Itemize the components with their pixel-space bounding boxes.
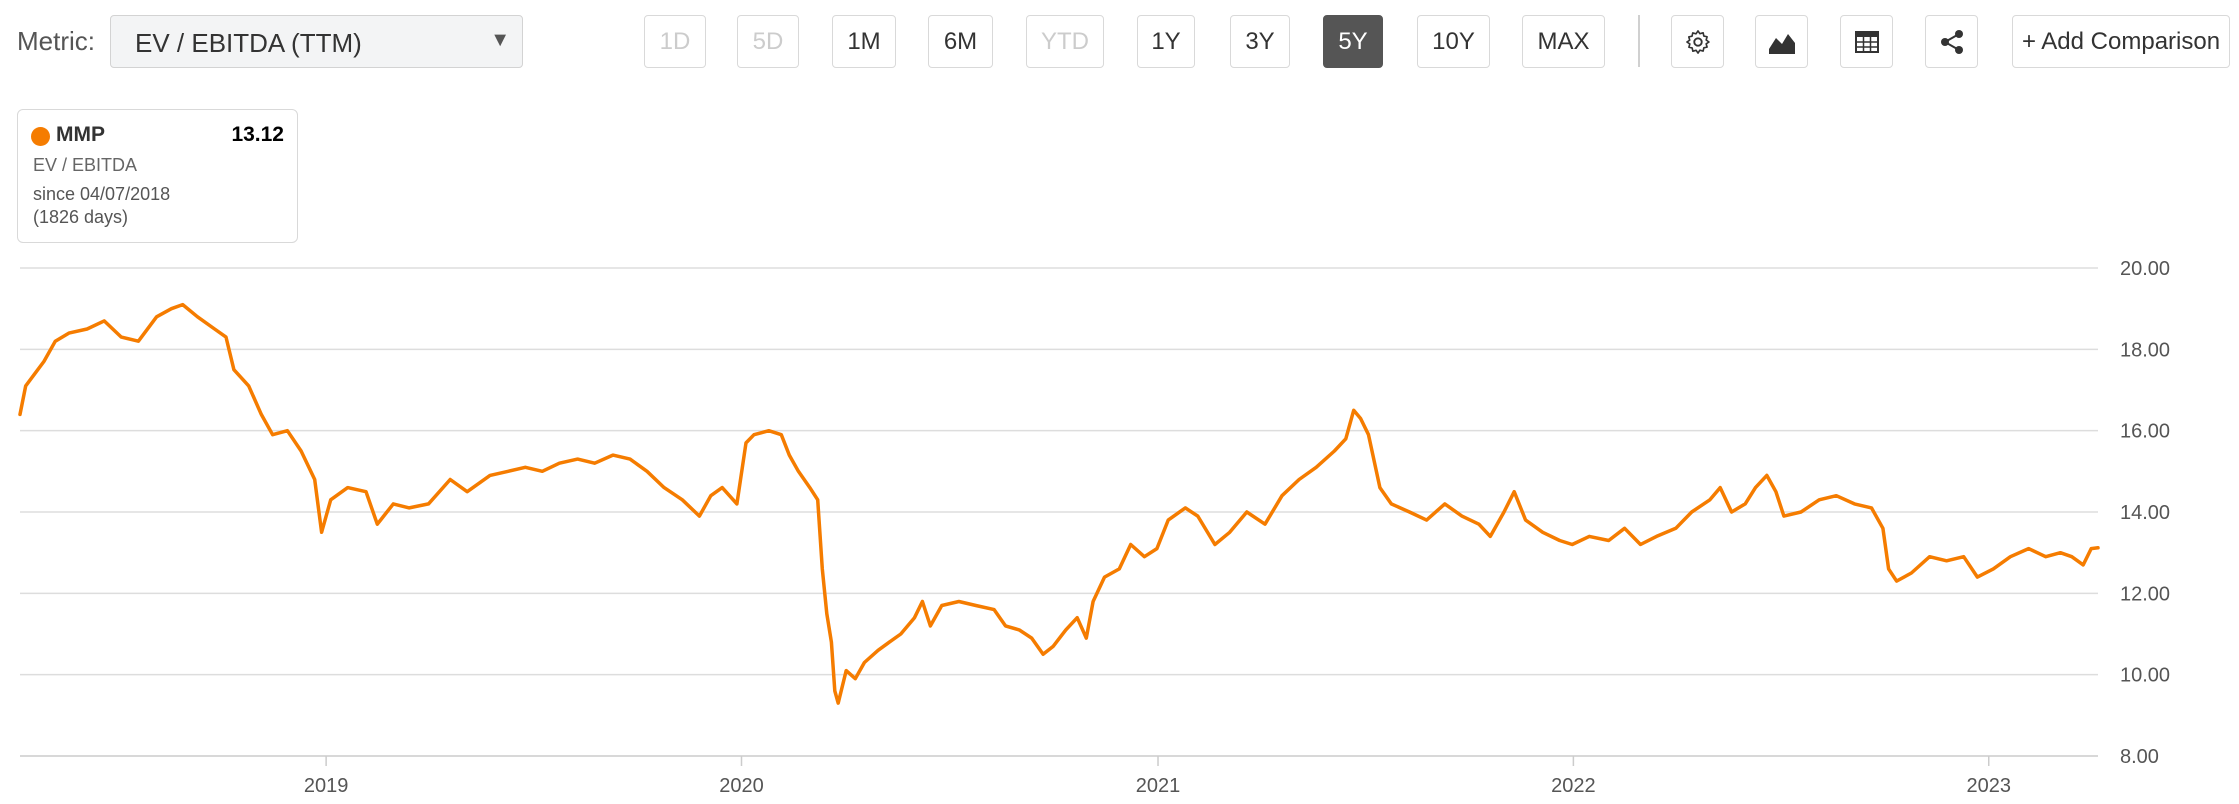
share-icon bbox=[1940, 29, 1963, 54]
range-label: 1Y bbox=[1151, 27, 1181, 55]
y-tick-label: 12.00 bbox=[2120, 583, 2170, 605]
range-6m-button[interactable]: 6M bbox=[928, 15, 993, 68]
series-line-mmp[interactable] bbox=[18, 302, 2100, 705]
settings-button[interactable] bbox=[1671, 15, 1724, 68]
range-label: YTD bbox=[1041, 27, 1089, 55]
x-tick-label: 2020 bbox=[719, 775, 764, 797]
range-3y-button[interactable]: 3Y bbox=[1230, 15, 1290, 68]
metric-label: Metric: bbox=[17, 26, 95, 56]
x-tick-label: 2023 bbox=[1967, 775, 2012, 797]
add-comparison-button[interactable]: + Add Comparison bbox=[2012, 15, 2230, 68]
range-label: MAX bbox=[1537, 27, 1590, 55]
range-1m-button[interactable]: 1M bbox=[832, 15, 896, 68]
toolbar: Metric: EV / EBITDA (TTM) ▼ 1D 5D 1M 6M … bbox=[0, 0, 2239, 90]
chart-type-button[interactable] bbox=[1755, 15, 1808, 68]
legend-value: 13.12 bbox=[231, 123, 284, 146]
y-tick-label: 16.00 bbox=[2120, 421, 2170, 443]
y-tick-label: 8.00 bbox=[2120, 746, 2159, 768]
range-label: 3Y bbox=[1245, 27, 1275, 55]
x-tick-label: 2019 bbox=[304, 775, 349, 797]
range-ytd-button[interactable]: YTD bbox=[1026, 15, 1104, 68]
y-tick-label: 14.00 bbox=[2120, 502, 2170, 524]
range-5d-button[interactable]: 5D bbox=[737, 15, 799, 68]
metric-select-value: EV / EBITDA (TTM) bbox=[135, 28, 362, 58]
range-label: 1D bbox=[659, 27, 691, 55]
chevron-down-icon: ▼ bbox=[490, 29, 510, 51]
table-icon bbox=[1854, 30, 1879, 53]
x-tick-label: 2021 bbox=[1136, 775, 1181, 797]
add-comparison-label: + Add Comparison bbox=[2021, 27, 2221, 55]
range-1d-button[interactable]: 1D bbox=[644, 15, 706, 68]
legend-card: MMP 13.12 EV / EBITDA since 04/07/2018 (… bbox=[17, 109, 298, 243]
range-1y-button[interactable]: 1Y bbox=[1137, 15, 1195, 68]
legend-ticker: MMP bbox=[56, 123, 105, 146]
range-label: 5D bbox=[752, 27, 784, 55]
range-label: 5Y bbox=[1338, 27, 1368, 55]
share-button[interactable] bbox=[1925, 15, 1978, 68]
range-label: 6M bbox=[943, 27, 978, 55]
chart-type-icon bbox=[1768, 33, 1795, 54]
range-10y-button[interactable]: 10Y bbox=[1417, 15, 1490, 68]
table-view-button[interactable] bbox=[1840, 15, 1893, 68]
range-label: 10Y bbox=[1432, 27, 1475, 55]
series-color-dot bbox=[31, 127, 50, 146]
y-tick-label: 10.00 bbox=[2120, 665, 2170, 687]
range-5y-button[interactable]: 5Y bbox=[1323, 15, 1383, 68]
gear-icon bbox=[1685, 29, 1710, 54]
y-tick-label: 18.00 bbox=[2120, 339, 2170, 361]
range-max-button[interactable]: MAX bbox=[1522, 15, 1605, 68]
metric-select[interactable]: EV / EBITDA (TTM) ▼ bbox=[110, 15, 523, 68]
legend-metric: EV / EBITDA bbox=[33, 155, 138, 175]
toolbar-divider bbox=[1638, 15, 1640, 67]
legend-days: (1826 days) bbox=[33, 207, 129, 227]
y-tick-label: 20.00 bbox=[2120, 258, 2170, 280]
x-tick-label: 2022 bbox=[1551, 775, 1596, 797]
range-label: 1M bbox=[847, 27, 881, 55]
legend-since: since 04/07/2018 bbox=[33, 184, 171, 204]
